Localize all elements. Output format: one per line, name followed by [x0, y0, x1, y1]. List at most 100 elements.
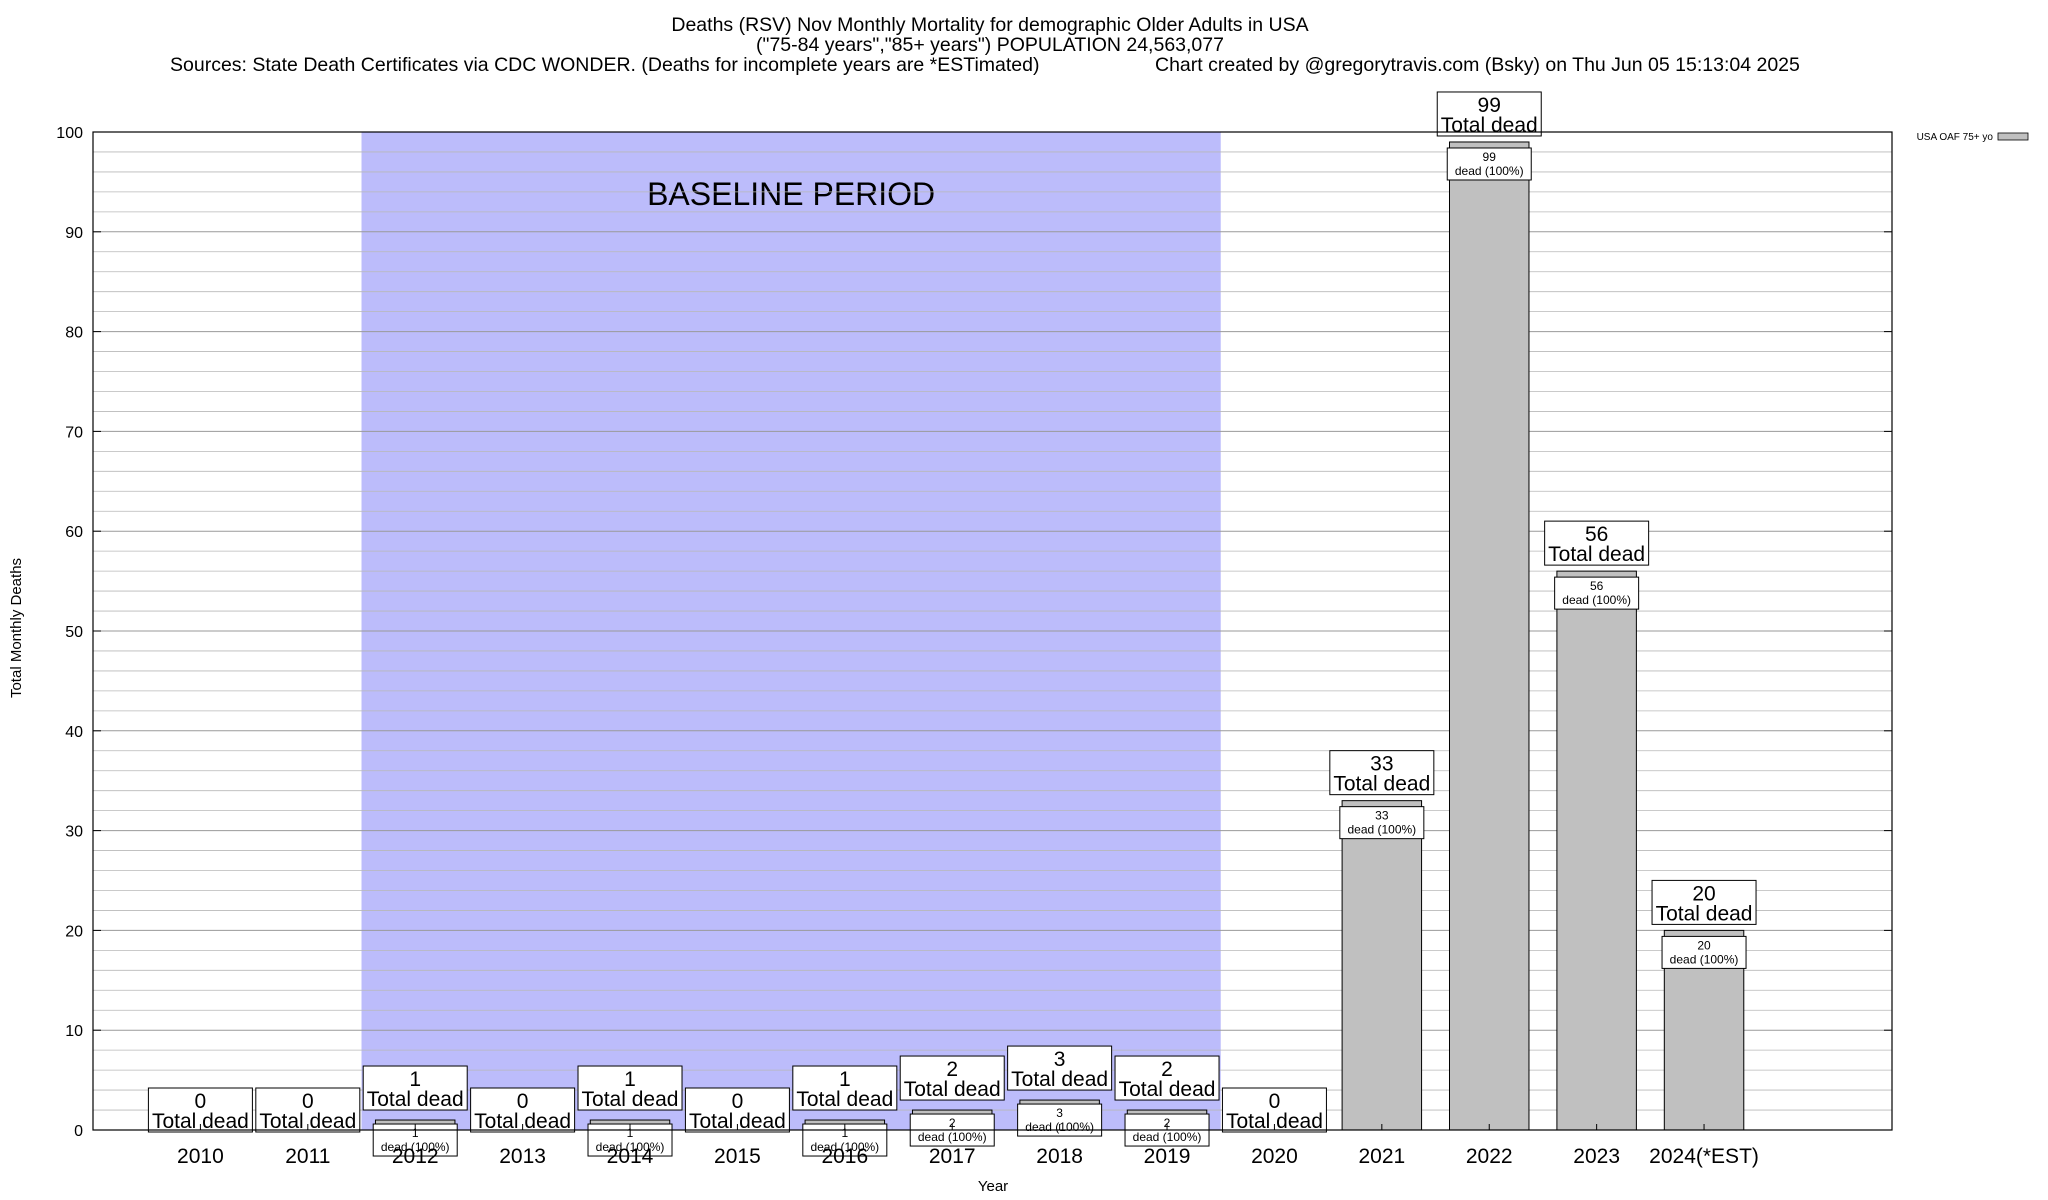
y-tick-label: 80 [65, 325, 83, 342]
inner-label-text: dead (100%) [1133, 1130, 1202, 1144]
y-tick-label: 30 [65, 824, 83, 841]
inner-label-box [1017, 1103, 1103, 1137]
baseline-label: BASELINE PERIOD [647, 176, 935, 212]
y-tick-label: 10 [65, 1023, 83, 1040]
y-tick-label: 50 [65, 624, 83, 641]
x-tick-label: 2012 [392, 1145, 439, 1168]
total-label-box [1329, 750, 1435, 796]
x-tick-label: 2014 [607, 1145, 654, 1168]
total-label-box [1114, 1055, 1220, 1101]
inner-label-text: dead (100%) [1670, 952, 1739, 966]
inner-label-text: dead (100%) [918, 1130, 987, 1144]
total-label-value: 0 [1269, 1090, 1281, 1113]
x-tick-label: 2018 [1036, 1145, 1083, 1168]
inner-label-box [1554, 576, 1640, 610]
total-label-value: 0 [517, 1090, 529, 1113]
y-tick-label: 100 [56, 125, 83, 142]
x-tick-label: 2017 [929, 1145, 976, 1168]
total-label-text: Total dead [1011, 1068, 1108, 1091]
inner-label-text: dead (100%) [1455, 164, 1524, 178]
total-label-text: Total dead [367, 1088, 464, 1111]
total-label-value: 1 [409, 1068, 421, 1091]
legend-swatch [1997, 132, 2029, 141]
x-tick-label: 2019 [1144, 1145, 1191, 1168]
total-label-text: Total dead [474, 1110, 571, 1133]
legend-label: USA OAF 75+ yo [1917, 132, 1994, 143]
inner-label-value: 20 [1697, 938, 1711, 952]
total-label-text: Total dead [1119, 1078, 1216, 1101]
x-axis: 2010 2011 2012 2013 2014 2015 2016 2017 2018 2019… [177, 1124, 1759, 1168]
total-label-value: 33 [1370, 753, 1393, 776]
y-tick-label: 40 [65, 724, 83, 741]
x-tick-label: 2015 [714, 1145, 761, 1168]
total-label-text: Total dead [152, 1110, 249, 1133]
total-label-value: 2 [1161, 1058, 1173, 1081]
total-label-text: Total dead [1656, 902, 1753, 925]
inner-label-value: 1 [841, 1126, 848, 1140]
inner-label-value: 99 [1483, 150, 1497, 164]
total-label-value: 0 [195, 1090, 207, 1113]
total-label-value: 0 [732, 1090, 744, 1113]
total-label-text: Total dead [904, 1078, 1001, 1101]
inner-label-value: 56 [1590, 579, 1604, 593]
total-label-box [1544, 520, 1650, 566]
total-label-value: 20 [1692, 882, 1715, 905]
inner-label-value: 1 [627, 1126, 634, 1140]
total-label-box [577, 1065, 683, 1111]
inner-label-text: dead (100%) [596, 1140, 665, 1154]
y-tick-label: 70 [65, 424, 83, 441]
total-label-text: Total dead [1548, 543, 1645, 566]
x-tick-label: 2010 [177, 1145, 224, 1168]
x-tick-label: 2022 [1466, 1145, 1513, 1168]
total-label-value: 1 [839, 1068, 851, 1091]
inner-label-text: dead (100%) [381, 1140, 450, 1154]
x-axis-title: Year [978, 1178, 1008, 1195]
total-label-value: 99 [1478, 94, 1501, 117]
total-label-box [1436, 91, 1542, 137]
total-label-text: Total dead [259, 1110, 356, 1133]
total-label-box [1007, 1045, 1113, 1091]
x-tick-label: 2024(*EST) [1649, 1145, 1759, 1168]
bar [1556, 570, 1637, 1131]
total-label-text: Total dead [796, 1088, 893, 1111]
y-tick-label: 90 [65, 225, 83, 242]
y-tick-label: 20 [65, 923, 83, 940]
x-tick-label: 2020 [1251, 1145, 1298, 1168]
inner-label-value: 3 [1056, 1106, 1063, 1120]
total-label-value: 0 [302, 1090, 314, 1113]
y-tick-label: 0 [74, 1123, 83, 1140]
legend: USA OAF 75+ yo [1917, 132, 2029, 143]
inner-label-text: dead (100%) [1562, 593, 1631, 607]
inner-label-value: 1 [412, 1126, 419, 1140]
inner-label-text: dead (100%) [810, 1140, 879, 1154]
y-tick-label: 60 [65, 524, 83, 541]
chart-sources: Sources: State Death Certificates via CD… [170, 54, 1040, 76]
total-label-box [362, 1065, 468, 1111]
inner-label-value: 2 [1164, 1116, 1171, 1130]
chart-subtitle: ("75-84 years","85+ years") POPULATION 2… [756, 34, 1224, 56]
inner-label-box [1339, 806, 1425, 840]
total-label-box [899, 1055, 1005, 1101]
x-tick-label: 2021 [1358, 1145, 1405, 1168]
total-label-value: 56 [1585, 523, 1608, 546]
total-label-text: Total dead [689, 1110, 786, 1133]
total-label-value: 1 [624, 1068, 636, 1091]
inner-label-text: dead (100%) [1347, 823, 1416, 837]
x-tick-label: 2013 [499, 1145, 546, 1168]
x-tick-label: 2023 [1573, 1145, 1620, 1168]
y-axis-title: Total Monthly Deaths [8, 558, 25, 698]
total-label-text: Total dead [1333, 773, 1430, 796]
x-tick-label: 2011 [285, 1145, 330, 1168]
total-label-value: 3 [1054, 1048, 1066, 1071]
total-label-text: Total dead [1226, 1110, 1323, 1133]
inner-label-value: 2 [949, 1116, 956, 1130]
total-label-text: Total dead [582, 1088, 679, 1111]
total-label-text: Total dead [1441, 114, 1538, 137]
inner-label-box [1446, 147, 1532, 181]
x-tick-label: 2016 [821, 1145, 868, 1168]
bar [1341, 800, 1423, 1131]
chart-credit: Chart created by @gregorytravis.com (Bsk… [1155, 54, 1800, 76]
